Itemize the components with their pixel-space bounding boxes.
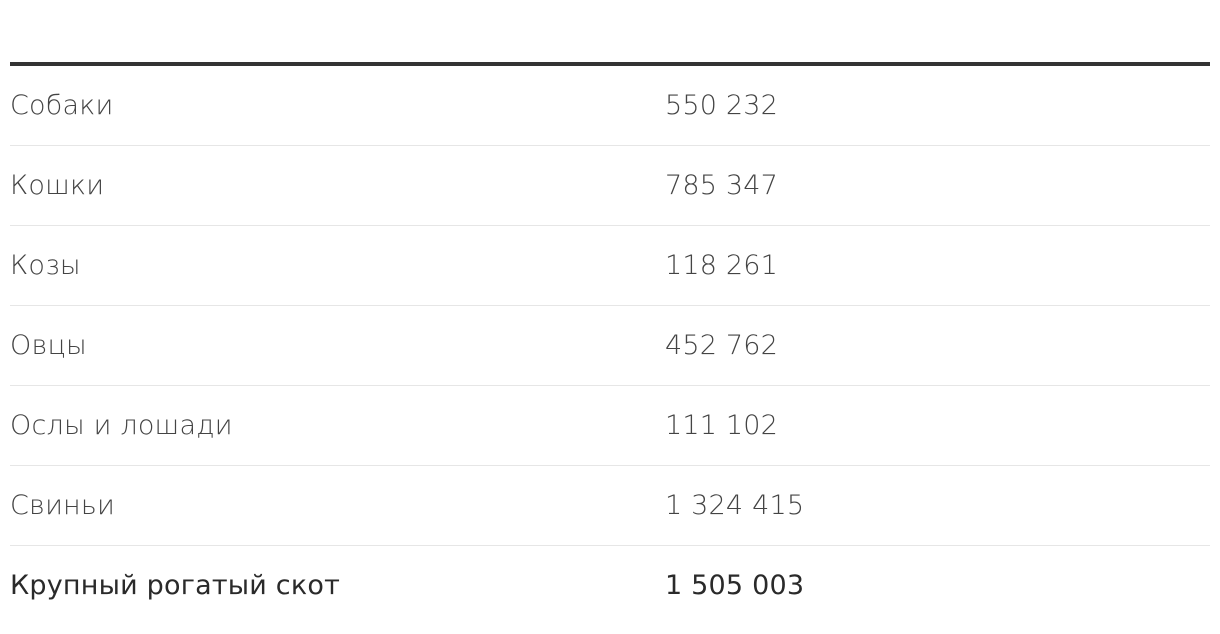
table-row: Собаки 550 232 bbox=[10, 66, 1210, 146]
row-value: 452 762 bbox=[665, 330, 779, 361]
row-label: Свиньи bbox=[10, 490, 116, 521]
table-row: Свиньи 1 324 415 bbox=[10, 466, 1210, 546]
row-value: 785 347 bbox=[665, 170, 779, 201]
table-row: Козы 118 261 bbox=[10, 226, 1210, 306]
row-value: 118 261 bbox=[665, 250, 779, 281]
row-label: Ослы и лошади bbox=[10, 410, 233, 441]
row-label: Овцы bbox=[10, 330, 87, 361]
row-value: 1 324 415 bbox=[665, 490, 805, 521]
row-value: 1 505 003 bbox=[665, 570, 805, 601]
table-row-total: Крупный рогатый скот 1 505 003 bbox=[10, 546, 1210, 625]
row-value: 550 232 bbox=[665, 90, 779, 121]
table-row: Кошки 785 347 bbox=[10, 146, 1210, 226]
row-label: Кошки bbox=[10, 170, 105, 201]
table-row: Ослы и лошади 111 102 bbox=[10, 386, 1210, 466]
table-row: Овцы 452 762 bbox=[10, 306, 1210, 386]
animal-count-table: Собаки 550 232 Кошки 785 347 Козы 118 26… bbox=[10, 62, 1210, 625]
row-label: Крупный рогатый скот bbox=[10, 570, 341, 601]
row-label: Козы bbox=[10, 250, 81, 281]
row-value: 111 102 bbox=[665, 410, 779, 441]
row-label: Собаки bbox=[10, 90, 114, 121]
